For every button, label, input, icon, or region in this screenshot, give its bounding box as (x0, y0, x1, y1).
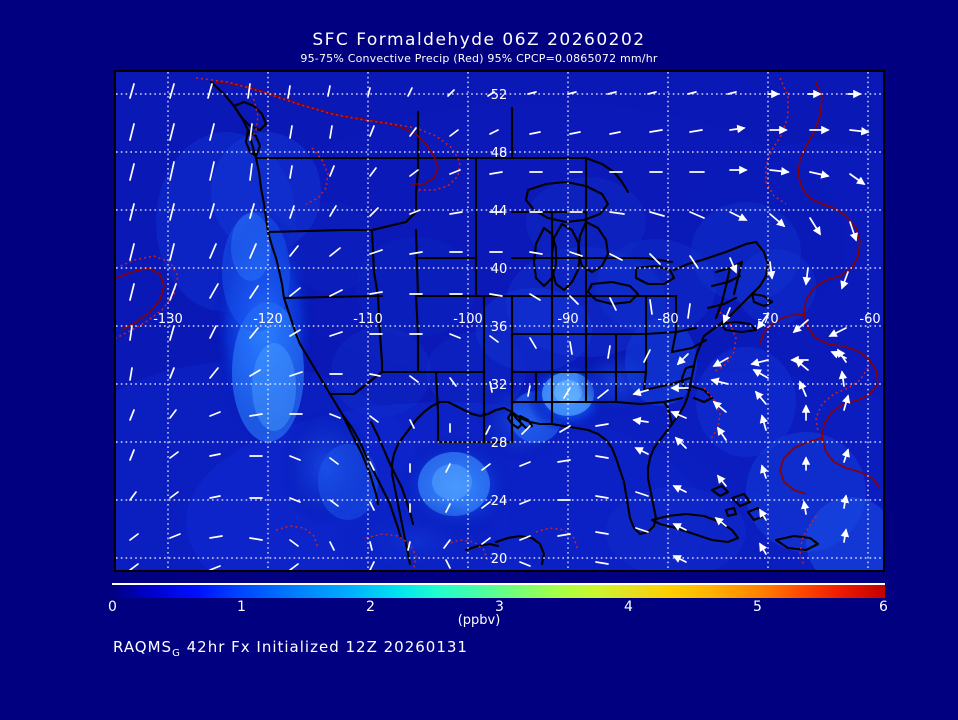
svg-text:24: 24 (491, 494, 508, 509)
svg-text:-110: -110 (353, 312, 383, 327)
svg-text:32: 32 (491, 378, 508, 393)
colorbar-tick-3: 3 (495, 599, 504, 615)
svg-text:-70: -70 (757, 312, 778, 327)
svg-text:-60: -60 (859, 312, 880, 327)
page-subtitle: 95-75% Convective Precip (Red) 95% CPCP=… (300, 52, 658, 65)
colorbar-tick-4: 4 (624, 599, 633, 615)
map-canvas: 52 48 44 40 36 32 28 24 20 -130 -120 -11… (116, 72, 883, 570)
footer-model-subscript: G (172, 648, 181, 659)
svg-text:-90: -90 (557, 312, 578, 327)
svg-text:28: 28 (491, 436, 508, 451)
svg-text:20: 20 (491, 552, 508, 567)
convective-precip-95-contour (116, 81, 881, 495)
page-title: SFC Formaldehyde 06Z 20260202 (312, 30, 646, 50)
map-panel[interactable]: 52 48 44 40 36 32 28 24 20 -130 -120 -11… (114, 70, 885, 572)
svg-text:52: 52 (491, 88, 508, 103)
footer-caption: RAQMSG 42hr Fx Initialized 12Z 20260131 (113, 638, 468, 659)
lat-labels: 52 48 44 40 36 32 28 24 20 (491, 88, 508, 567)
svg-text:36: 36 (491, 320, 508, 335)
svg-text:48: 48 (491, 146, 508, 161)
svg-text:-80: -80 (657, 312, 678, 327)
colorbar-tick-0: 0 (108, 599, 117, 615)
colorbar-tick-5: 5 (753, 599, 762, 615)
colorbar-tick-1: 1 (237, 599, 246, 615)
footer-forecast-text: 42hr Fx Initialized 12Z 20260131 (180, 638, 468, 656)
footer-model-name: RAQMS (113, 638, 173, 656)
svg-text:-100: -100 (453, 312, 483, 327)
svg-text:40: 40 (491, 262, 508, 277)
wind-vectors (129, 83, 870, 570)
lon-labels: -130 -120 -110 -100 -90 -80 -70 -60 (153, 312, 880, 327)
colorbar-tick-2: 2 (366, 599, 375, 615)
colorbar (112, 583, 885, 598)
svg-text:-120: -120 (253, 312, 283, 327)
colorbar-tick-6: 6 (879, 599, 888, 615)
svg-text:-130: -130 (153, 312, 183, 327)
grid-lines (116, 72, 883, 570)
field-contours (116, 102, 883, 570)
colorbar-unit-label: (ppbv) (457, 613, 501, 628)
svg-text:44: 44 (491, 204, 508, 219)
